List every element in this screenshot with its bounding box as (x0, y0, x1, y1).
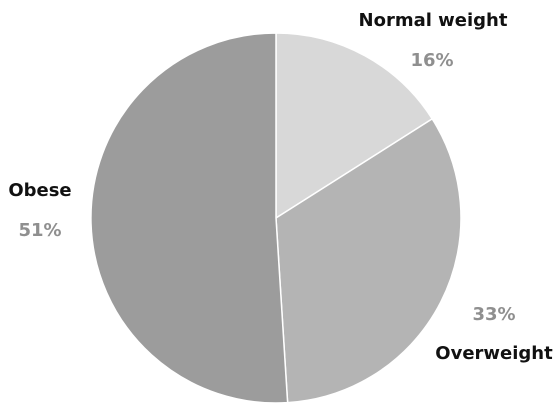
slice-value-obese: 51% (18, 220, 61, 241)
slice-value-normal-weight: 16% (410, 50, 453, 71)
pie-slice-normal-weight (275, 32, 434, 220)
pie-slices (90, 32, 462, 404)
slice-label-obese: Obese (8, 180, 71, 201)
pie-slice-obese (90, 32, 289, 404)
slice-label-overweight: Overweight (435, 343, 553, 364)
slice-value-overweight: 33% (472, 304, 515, 325)
pie-slice-overweight (275, 117, 462, 404)
slice-label-normal-weight: Normal weight (359, 10, 508, 31)
